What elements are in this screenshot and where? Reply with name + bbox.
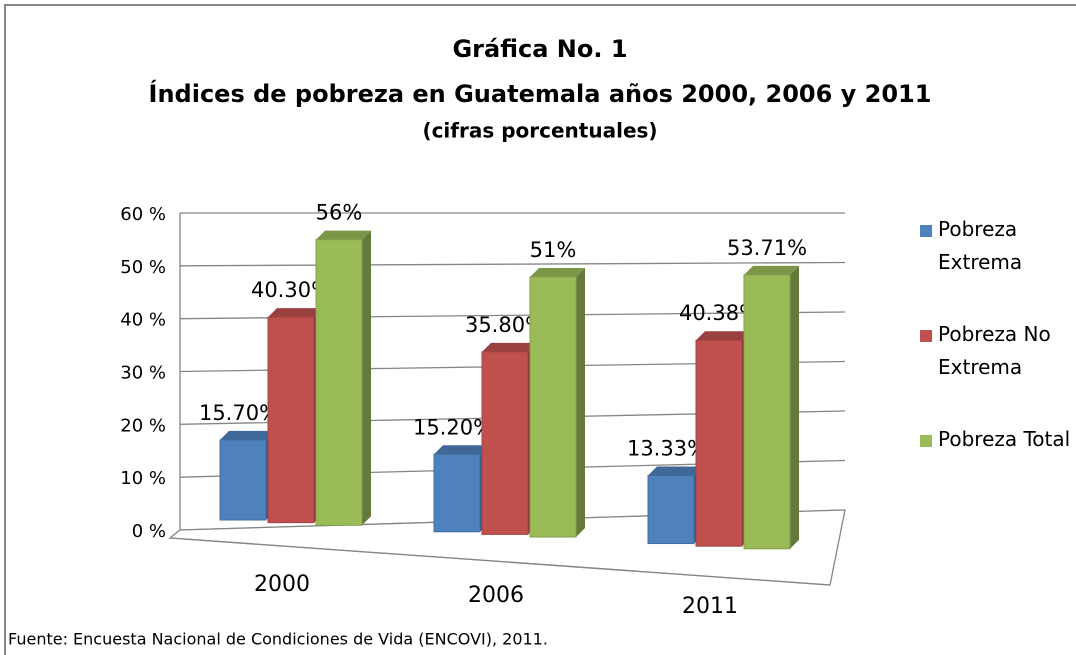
grid-line	[179, 261, 846, 267]
x-tick-label: 2011	[682, 594, 738, 619]
data-label: 15.70%	[199, 401, 279, 425]
y-tick-label: 20 %	[120, 415, 166, 436]
legend-swatch	[920, 225, 932, 237]
y-tick-label: 60 %	[120, 204, 166, 225]
y-tick-label: 0 %	[132, 521, 166, 542]
data-label: 15.20%	[413, 415, 493, 439]
legend-swatch	[920, 330, 932, 342]
x-tick-label: 2000	[254, 572, 310, 597]
bar-top	[316, 230, 371, 240]
bar-top	[482, 342, 537, 352]
bar-side	[362, 230, 371, 526]
chart-border	[4, 4, 1076, 655]
bar	[267, 316, 315, 524]
bar-top	[530, 267, 585, 277]
x-axis	[169, 537, 831, 586]
source-note: Fuente: Encuesta Nacional de Condiciones…	[8, 630, 548, 649]
chart-title: Gráfica No. 1	[452, 35, 627, 63]
bar-top	[648, 466, 703, 476]
y-tick-label: 50 %	[120, 257, 166, 278]
x-tick-label: 2006	[468, 583, 524, 608]
bar	[219, 439, 267, 521]
y-tick-label: 10 %	[120, 468, 166, 489]
data-label: 56%	[316, 201, 363, 225]
legend-label: Pobreza No Extrema	[938, 322, 1051, 379]
bar-top	[744, 265, 799, 275]
bar-top	[434, 445, 489, 455]
bar-top	[220, 430, 275, 440]
legend-label: Pobreza Total	[938, 427, 1071, 451]
y-tick-label: 40 %	[120, 310, 166, 331]
chart-subtitle: (cifras porcentuales)	[422, 119, 657, 143]
bar-side	[790, 265, 799, 549]
bar	[481, 351, 529, 535]
data-label: 51%	[530, 238, 577, 262]
legend-label: Pobreza Extrema	[938, 217, 1023, 274]
data-label: 53.71%	[727, 236, 807, 260]
bar-side	[576, 267, 585, 538]
bar-top	[696, 331, 751, 341]
bar	[647, 475, 695, 545]
legend-swatch	[920, 435, 932, 447]
bar	[529, 276, 577, 538]
y-tick-label: 30 %	[120, 363, 166, 384]
bar	[433, 453, 481, 533]
bar	[743, 274, 791, 550]
bar-top	[268, 308, 323, 318]
chart-subtitle: Índices de pobreza en Guatemala años 200…	[149, 79, 932, 108]
data-label: 13.33%	[627, 437, 707, 461]
bar	[315, 239, 363, 526]
bar	[695, 339, 743, 547]
